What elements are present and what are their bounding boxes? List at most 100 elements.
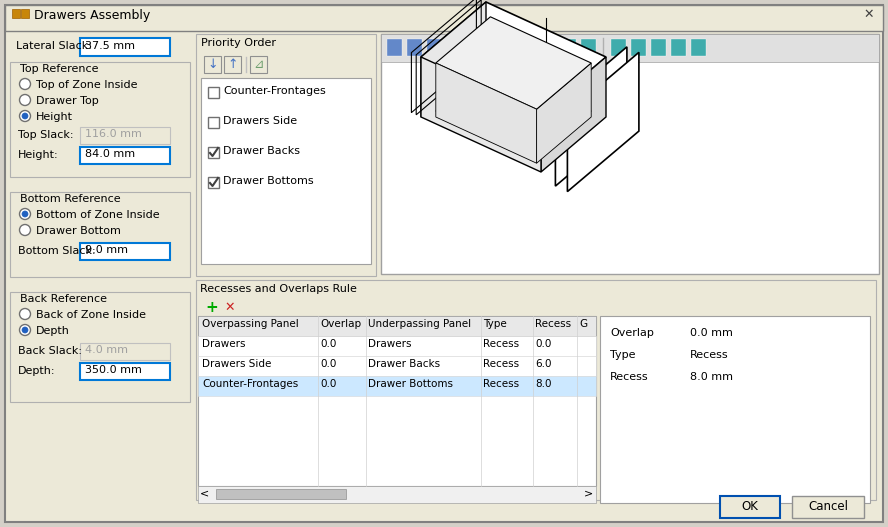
- Text: Counter-Frontages: Counter-Frontages: [223, 86, 326, 96]
- Text: 84.0 mm: 84.0 mm: [85, 149, 135, 159]
- Bar: [80, 343, 170, 360]
- Text: Drawer Bottoms: Drawer Bottoms: [223, 176, 313, 186]
- Bar: [631, 39, 646, 56]
- Bar: [208, 86, 218, 97]
- Text: 37.5 mm: 37.5 mm: [85, 41, 135, 51]
- Bar: [21, 9, 29, 18]
- Text: Drawer Bottoms: Drawer Bottoms: [368, 379, 453, 389]
- Circle shape: [20, 111, 30, 122]
- Text: OK: OK: [741, 500, 758, 513]
- Bar: [216, 489, 346, 499]
- Text: Priority Order: Priority Order: [201, 38, 276, 48]
- Bar: [80, 147, 170, 164]
- Text: Lateral Slack:: Lateral Slack:: [16, 41, 91, 51]
- Text: Drawer Backs: Drawer Backs: [368, 359, 440, 369]
- Bar: [447, 39, 462, 56]
- Text: 0.0: 0.0: [535, 339, 551, 349]
- Circle shape: [20, 79, 30, 90]
- Bar: [792, 496, 864, 518]
- Circle shape: [20, 325, 30, 336]
- Bar: [10, 292, 190, 402]
- Bar: [561, 39, 576, 56]
- Bar: [8, 34, 191, 514]
- Bar: [521, 39, 536, 56]
- Text: >: >: [584, 488, 593, 498]
- Text: Top Slack:: Top Slack:: [18, 130, 74, 140]
- Bar: [80, 363, 170, 380]
- Bar: [10, 62, 190, 177]
- Text: Overlap: Overlap: [610, 328, 654, 338]
- Text: 0.0: 0.0: [320, 359, 337, 369]
- Bar: [80, 243, 170, 260]
- Text: +: +: [205, 300, 218, 315]
- Bar: [208, 147, 218, 158]
- Bar: [387, 39, 402, 56]
- Text: Back Slack:: Back Slack:: [18, 346, 82, 356]
- Bar: [381, 34, 879, 62]
- Bar: [250, 56, 267, 73]
- Text: Drawers Assembly: Drawers Assembly: [34, 9, 150, 22]
- Polygon shape: [567, 52, 638, 192]
- Text: 8.0 mm: 8.0 mm: [690, 372, 733, 382]
- Text: 0.0: 0.0: [320, 379, 337, 389]
- Text: Drawers: Drawers: [368, 339, 411, 349]
- Text: Drawers: Drawers: [202, 339, 245, 349]
- Text: Depth:: Depth:: [18, 366, 56, 376]
- Bar: [80, 127, 170, 144]
- Polygon shape: [555, 47, 627, 186]
- Bar: [487, 39, 502, 56]
- Text: Back of Zone Inside: Back of Zone Inside: [36, 310, 146, 320]
- Text: Drawer Bottom: Drawer Bottom: [36, 226, 121, 236]
- Bar: [427, 39, 442, 56]
- Text: Drawers Side: Drawers Side: [223, 116, 297, 126]
- Bar: [541, 39, 556, 56]
- Text: 8.0: 8.0: [535, 379, 551, 389]
- Text: ↑: ↑: [227, 58, 237, 71]
- Circle shape: [22, 113, 28, 119]
- Text: Type: Type: [610, 350, 636, 360]
- Text: 0.0: 0.0: [320, 339, 337, 349]
- Bar: [198, 376, 596, 396]
- Bar: [198, 356, 596, 376]
- Bar: [196, 34, 376, 276]
- Text: Recess: Recess: [535, 319, 571, 329]
- Bar: [198, 316, 596, 336]
- Bar: [224, 56, 241, 73]
- Polygon shape: [541, 57, 606, 172]
- Text: ✕: ✕: [224, 301, 234, 314]
- Bar: [5, 5, 883, 31]
- Text: Back Reference: Back Reference: [20, 294, 107, 304]
- Text: ⊿: ⊿: [253, 58, 264, 71]
- Polygon shape: [421, 2, 606, 112]
- Text: Bottom Slack:: Bottom Slack:: [18, 246, 96, 256]
- Circle shape: [22, 211, 28, 217]
- Text: G: G: [579, 319, 587, 329]
- Polygon shape: [421, 2, 486, 117]
- Circle shape: [22, 327, 28, 333]
- Text: 6.0: 6.0: [535, 359, 551, 369]
- Bar: [651, 39, 666, 56]
- Text: Drawer Top: Drawer Top: [36, 96, 99, 106]
- Bar: [198, 486, 596, 503]
- Bar: [198, 316, 596, 486]
- Text: Overlap: Overlap: [320, 319, 361, 329]
- Text: Top Reference: Top Reference: [20, 64, 99, 74]
- Text: 4.0 mm: 4.0 mm: [85, 345, 128, 355]
- Text: Recess: Recess: [483, 339, 519, 349]
- Bar: [720, 496, 780, 518]
- Text: Recess: Recess: [483, 379, 519, 389]
- Bar: [12, 9, 20, 18]
- Text: Recess: Recess: [690, 350, 729, 360]
- Bar: [611, 39, 626, 56]
- Bar: [381, 34, 879, 274]
- Circle shape: [20, 94, 30, 105]
- Text: Bottom Reference: Bottom Reference: [20, 194, 121, 204]
- Text: Drawer Backs: Drawer Backs: [223, 146, 300, 156]
- Text: ✕: ✕: [864, 8, 875, 21]
- Text: 9.0 mm: 9.0 mm: [85, 245, 128, 255]
- Circle shape: [20, 209, 30, 220]
- Bar: [204, 56, 221, 73]
- Polygon shape: [436, 63, 536, 163]
- Bar: [198, 336, 596, 356]
- Text: 116.0 mm: 116.0 mm: [85, 129, 142, 139]
